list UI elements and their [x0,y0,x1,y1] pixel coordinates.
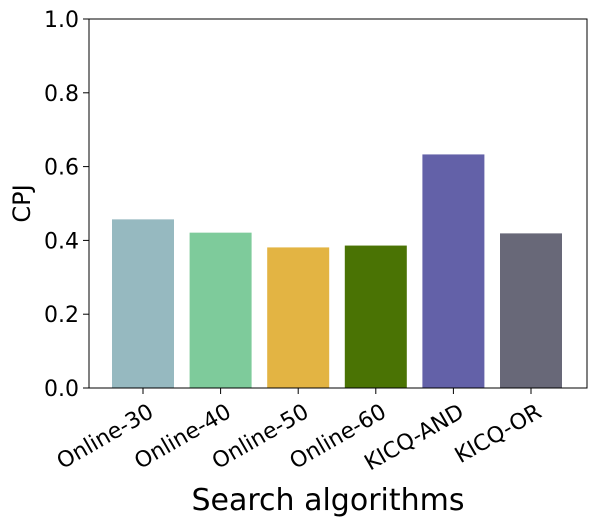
bar-kicq-or [500,233,562,388]
y-tick-label: 0.4 [44,229,79,254]
y-axis-ticks: 0.0 0.2 0.4 0.6 0.8 1.0 [44,8,89,402]
x-axis-ticks: Online-30Online-40Online-50Online-60KICQ… [53,388,546,476]
x-tick-label: KICQ-OR [451,400,546,469]
bar-online-40 [189,232,252,388]
plot-frame [88,18,588,389]
bars-group [112,154,562,388]
bar-kicq-and [422,154,485,388]
bar-online-50 [267,247,330,388]
bar-online-30 [112,219,174,388]
x-axis-label: Search algorithms [191,483,464,518]
y-tick-label: 0.0 [44,377,79,402]
y-axis-label: CPJ [8,184,36,222]
y-tick-label: 0.2 [44,303,79,328]
bar-online-60 [344,245,407,388]
y-tick-label: 1.0 [44,8,79,33]
y-tick-label: 0.8 [44,82,79,107]
y-tick-label: 0.6 [44,156,79,181]
